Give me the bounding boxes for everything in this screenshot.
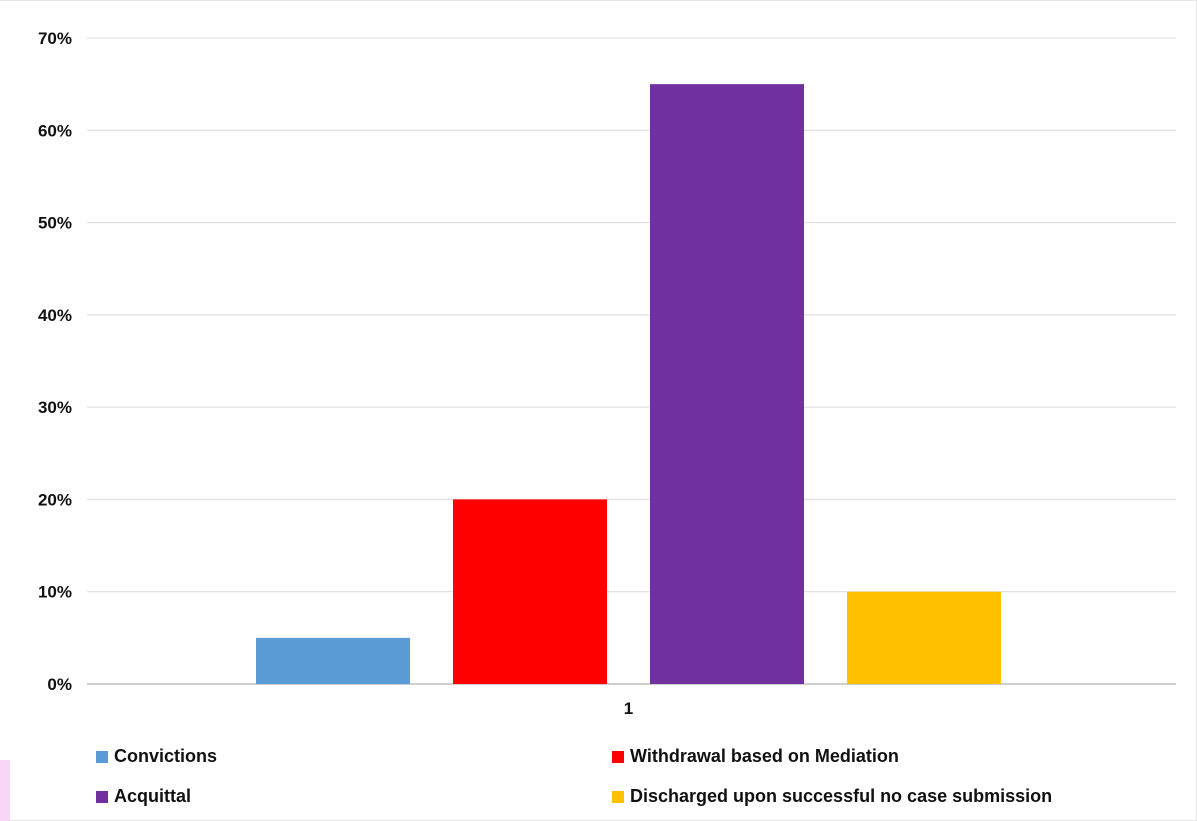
x-axis-tick-labels: 1 — [624, 699, 633, 718]
y-tick-label: 40% — [38, 306, 72, 325]
x-tick-label: 1 — [624, 699, 633, 718]
gridlines — [87, 37, 1176, 685]
y-tick-label: 20% — [38, 490, 72, 509]
y-tick-label: 10% — [38, 583, 72, 602]
bar-discharged-upon-successful-no-case-submission — [847, 591, 1001, 684]
y-axis-tick-labels: 0% 10% 20% 30% 40% 50% 60% 70% — [38, 29, 72, 694]
corner-accent — [0, 760, 10, 821]
bar-withdrawal-based-on-mediation — [453, 499, 607, 684]
y-tick-label: 30% — [38, 398, 72, 417]
y-tick-label: 0% — [47, 675, 72, 694]
bar-acquittal — [650, 84, 804, 684]
bar-convictions — [256, 637, 410, 684]
y-tick-label: 70% — [38, 29, 72, 48]
bars — [256, 84, 1001, 684]
y-tick-label: 50% — [38, 214, 72, 233]
y-tick-label: 60% — [38, 121, 72, 140]
